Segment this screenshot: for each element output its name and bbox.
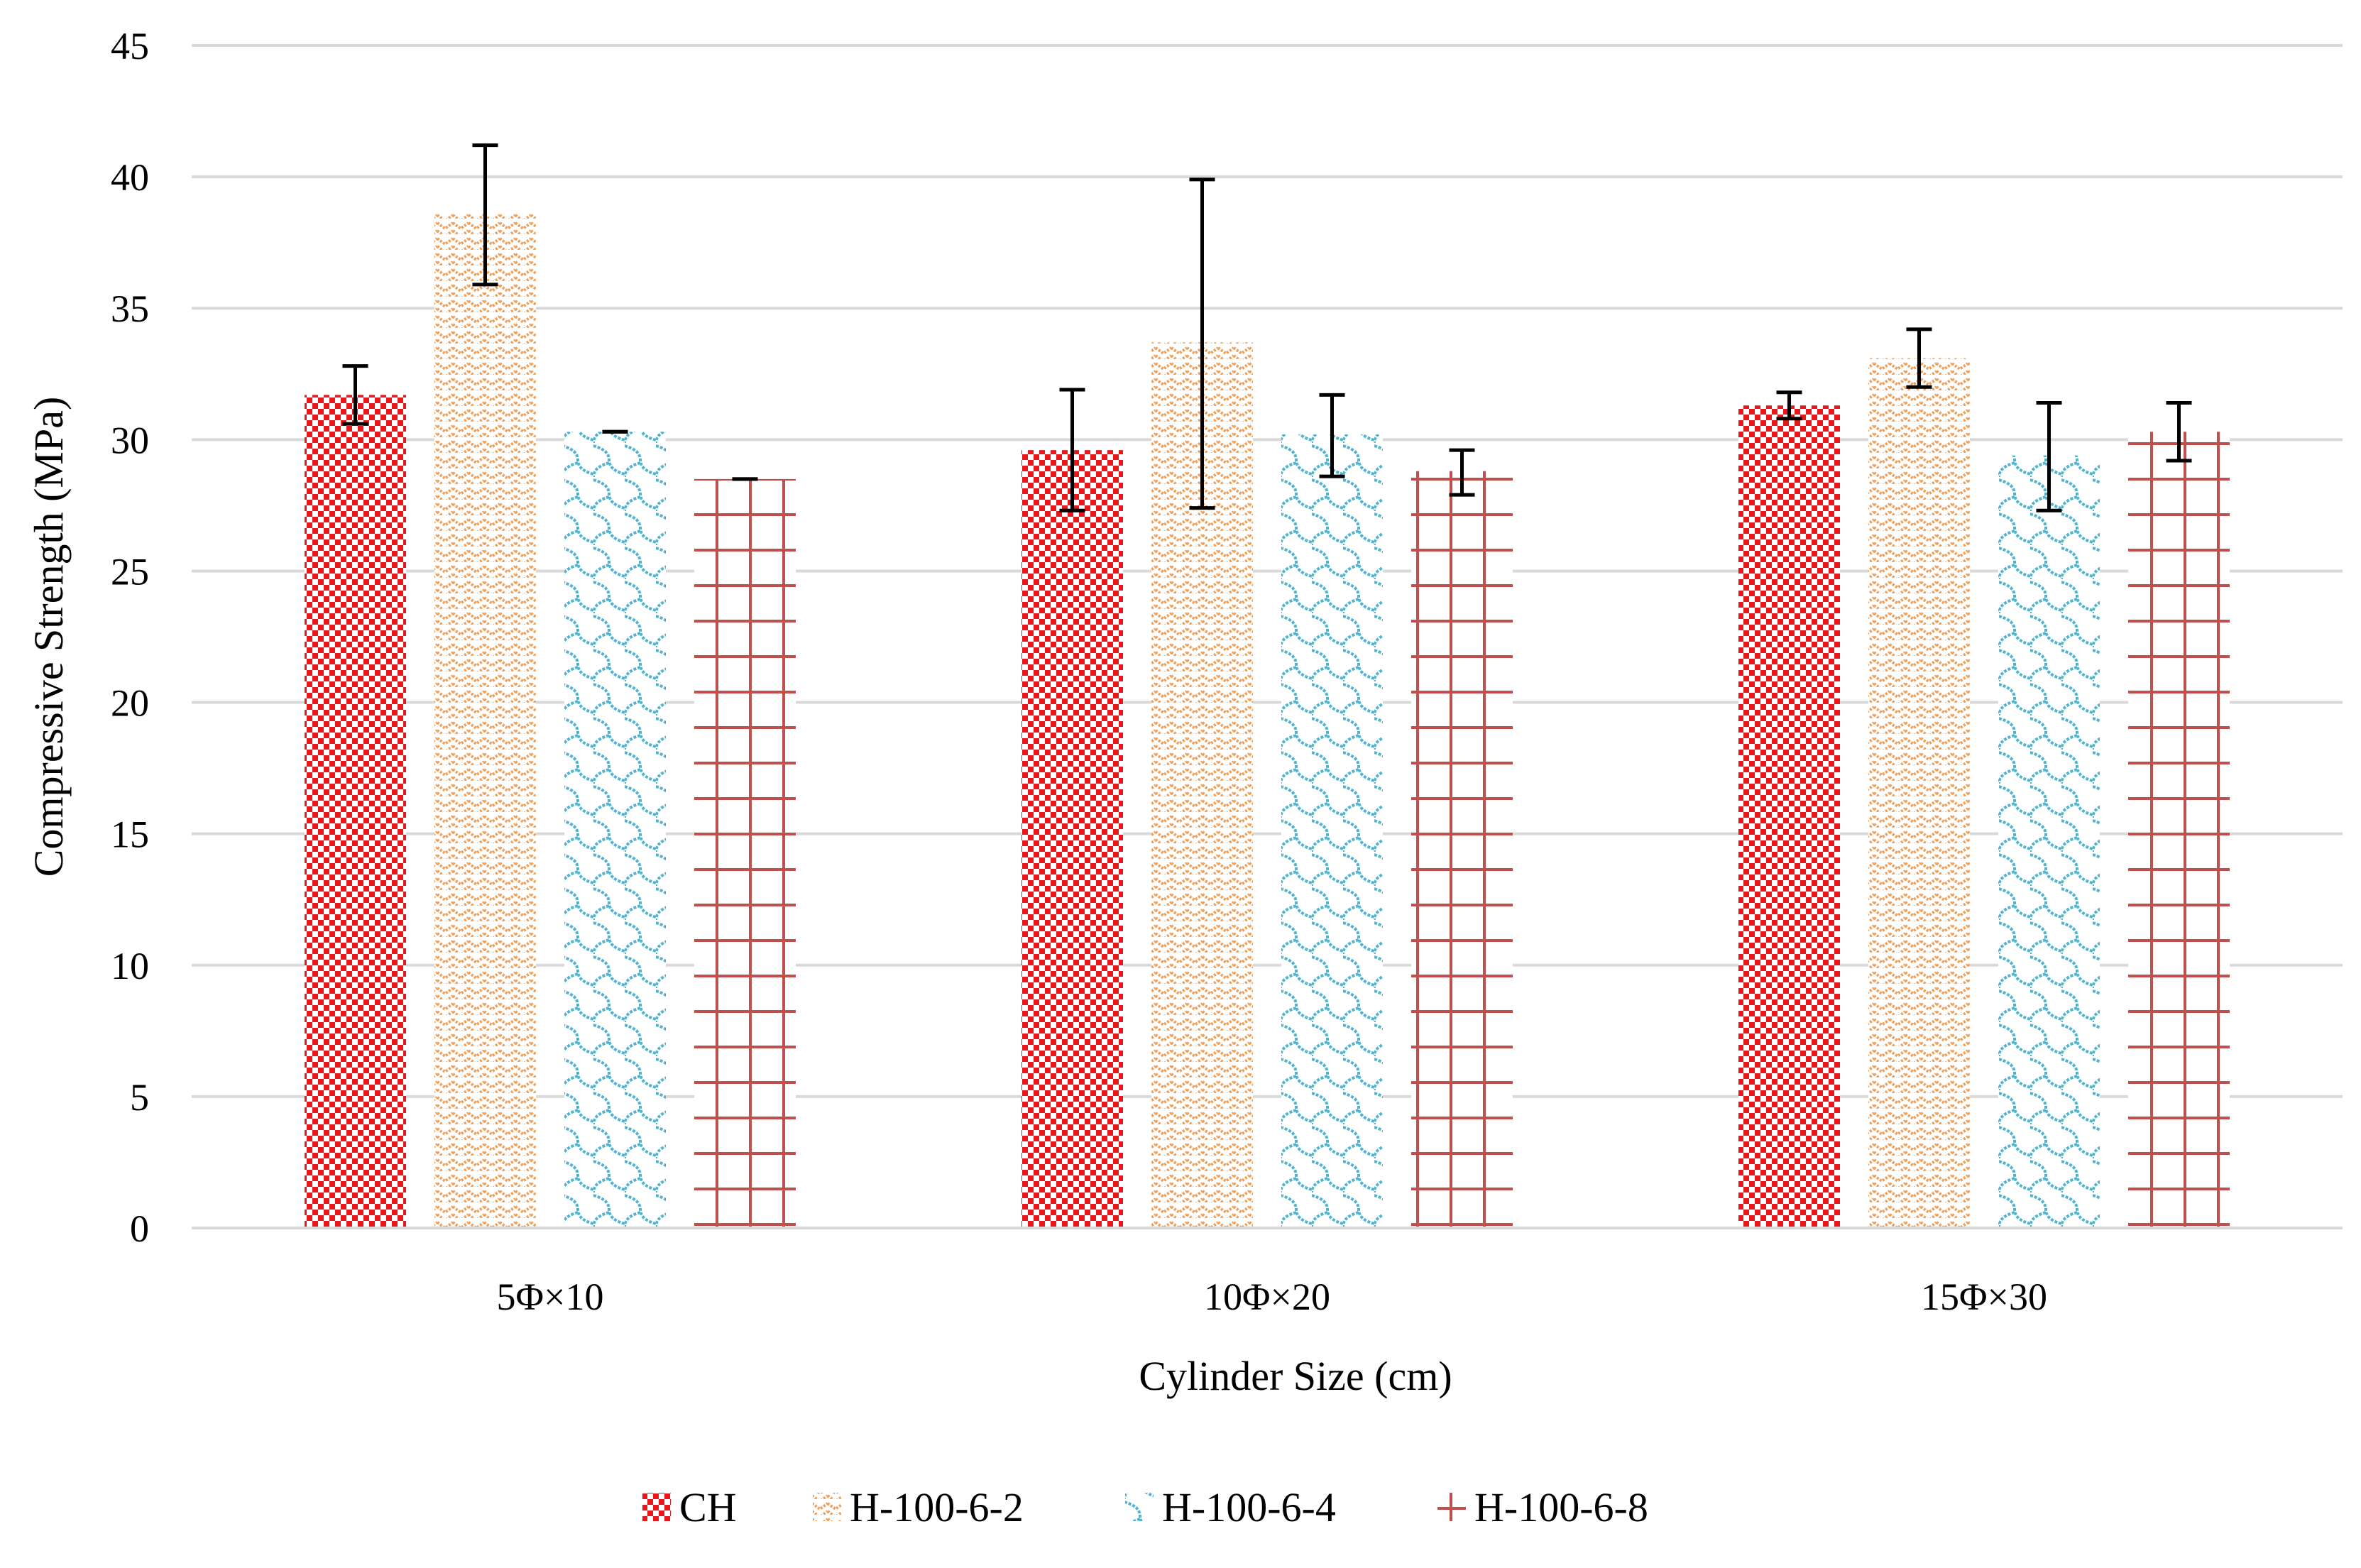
bar-CH-2 (1738, 405, 1840, 1228)
bar-H-100-6-8-1 (1411, 471, 1513, 1228)
legend-item-H-100-6-2: H-100-6-2 (813, 1484, 1024, 1530)
y-tick-label: 35 (111, 287, 149, 330)
legend-label: H-100-6-8 (1474, 1484, 1648, 1530)
y-tick-label: 30 (111, 419, 149, 461)
bar-H-100-6-4-0 (564, 432, 666, 1228)
error-bar-CH-1 (1059, 388, 1085, 512)
y-tick-label: 15 (111, 813, 149, 856)
x-tick-label: 15Φ×30 (1921, 1276, 2047, 1318)
y-tick-label: 45 (111, 25, 149, 67)
x-axis-title: Cylinder Size (cm) (1139, 1353, 1452, 1399)
axes: 0 5 10 15 20 25 30 35 40 45 5Φ×10 10Φ×20 15Φ×30 (111, 25, 2343, 1318)
y-tick-label: 10 (111, 945, 149, 987)
legend-item-CH: CH (642, 1484, 737, 1530)
legend-swatch (1125, 1493, 1154, 1521)
error-bar-H-100-6-8-1 (1449, 448, 1475, 497)
bar-H-100-6-8-0 (694, 478, 796, 1228)
legend-item-H-100-6-8: H-100-6-8 (1437, 1484, 1648, 1530)
error-bar-CH-2 (1776, 390, 1802, 421)
legend-swatch (642, 1493, 671, 1521)
bar-H-100-6-4-2 (1998, 455, 2100, 1229)
y-tick-label: 5 (130, 1076, 149, 1119)
error-bar-CH-0 (342, 364, 368, 426)
legend-swatch (813, 1493, 841, 1521)
error-bar-H-100-6-4-1 (1319, 393, 1345, 478)
bar-H-100-6-4-1 (1281, 434, 1383, 1228)
legend-label: CH (679, 1484, 737, 1530)
legend-label: H-100-6-2 (850, 1484, 1024, 1530)
legend-swatch (1437, 1493, 1466, 1521)
legend-item-H-100-6-4: H-100-6-4 (1125, 1484, 1336, 1530)
y-tick-label: 0 (130, 1207, 149, 1250)
bar-CH-1 (1021, 450, 1123, 1228)
bar-H-100-6-8-2 (2128, 432, 2230, 1228)
bar-CH-0 (305, 395, 406, 1229)
y-tick-label: 20 (111, 682, 149, 725)
y-axis-title: Compressive Strength (MPa) (26, 397, 72, 877)
y-tick-label: 25 (111, 550, 149, 593)
error-bar-H-100-6-8-2 (2166, 401, 2192, 463)
x-tick-label: 10Φ×20 (1204, 1276, 1330, 1318)
bars (305, 213, 2230, 1229)
legend: CH H-100-6-2 H-100-6-4 H-100-6-8 (642, 1484, 1648, 1530)
error-bar-H-100-6-2-1 (1189, 177, 1215, 510)
error-bar-H-100-6-2-2 (1906, 327, 1932, 389)
error-bars (342, 143, 2192, 512)
error-bar-H-100-6-4-2 (2036, 401, 2062, 512)
legend-label: H-100-6-4 (1162, 1484, 1336, 1530)
y-tick-label: 40 (111, 156, 149, 199)
x-tick-label: 5Φ×10 (497, 1276, 604, 1318)
bar-H-100-6-2-0 (434, 213, 536, 1228)
error-bar-H-100-6-2-0 (472, 143, 498, 287)
bar-H-100-6-2-2 (1868, 358, 1970, 1228)
gridlines (192, 44, 2343, 1229)
